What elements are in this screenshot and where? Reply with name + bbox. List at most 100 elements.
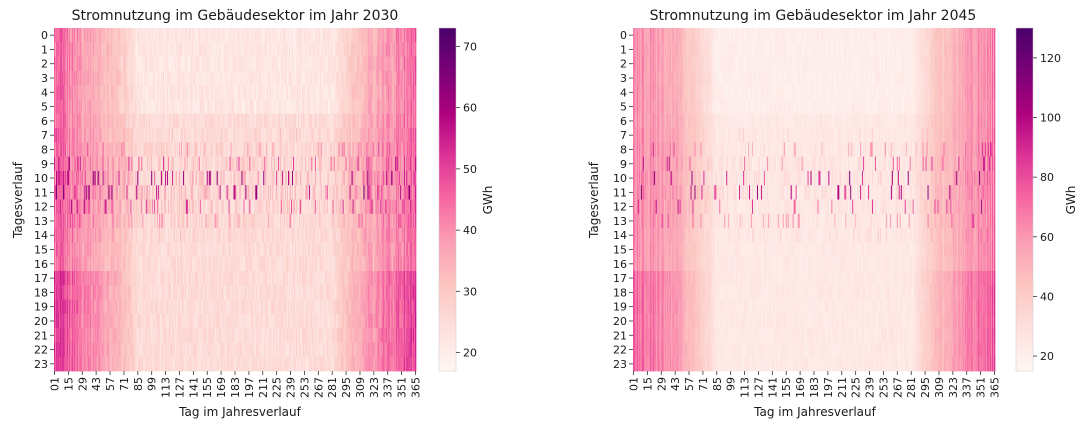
heatmap-cell <box>84 285 87 300</box>
heatmap-cell <box>111 156 113 172</box>
heatmap-cell <box>122 70 124 86</box>
heatmap-cell <box>148 113 150 129</box>
heatmap-cell <box>107 270 109 286</box>
heatmap-cell <box>76 142 79 157</box>
heatmap-cell <box>59 99 62 115</box>
heatmap-cell <box>55 356 58 372</box>
heatmap-cell <box>144 28 146 43</box>
heatmap-cell <box>135 156 137 172</box>
heatmap-cell <box>75 199 78 215</box>
heatmap-cell <box>116 299 118 315</box>
heatmap-cell <box>130 99 132 115</box>
heatmap-cell <box>56 199 59 215</box>
heatmap-cell <box>129 256 131 272</box>
heatmap-cell <box>128 28 130 43</box>
heatmap-cell <box>127 185 129 200</box>
heatmap-cell <box>131 328 133 343</box>
heatmap-cell <box>138 285 140 300</box>
heatmap-cell <box>67 285 70 300</box>
heatmap-cell <box>79 70 82 86</box>
heatmap-cell <box>134 270 136 286</box>
heatmap-cell <box>106 299 108 315</box>
heatmap-cell <box>135 213 137 229</box>
heatmap-cell <box>101 228 103 243</box>
heatmap-cell <box>71 42 74 57</box>
heatmap-cell <box>75 85 78 100</box>
heatmap-cell <box>58 342 61 358</box>
heatmap-cell <box>107 256 109 272</box>
heatmap-cell <box>81 99 84 115</box>
heatmap-cell <box>77 256 80 272</box>
heatmap-cell <box>99 199 101 215</box>
heatmap-cell <box>109 142 111 157</box>
heatmap-cell <box>106 199 108 215</box>
heatmap-cell <box>94 328 96 343</box>
heatmap-cell <box>111 28 113 43</box>
heatmap-cell <box>105 228 107 243</box>
heatmap-cell <box>120 99 122 115</box>
heatmap-cell <box>65 299 68 315</box>
heatmap-cell <box>77 56 80 72</box>
heatmap-cell <box>143 285 145 300</box>
heatmap-cell <box>104 170 106 186</box>
heatmap-cell <box>131 42 133 57</box>
heatmap-cell <box>130 256 132 272</box>
heatmap-cell <box>104 128 106 143</box>
heatmap-cell <box>102 313 104 329</box>
heatmap-cell <box>131 142 133 157</box>
heatmap-cell <box>78 113 81 129</box>
heatmap-cell <box>99 328 101 343</box>
heatmap-cell <box>124 199 126 215</box>
heatmap-cell <box>104 185 106 200</box>
heatmap-cell <box>101 128 103 143</box>
heatmap-cell <box>55 228 58 243</box>
heatmap-cell <box>125 185 127 200</box>
heatmap-cell <box>144 228 146 243</box>
heatmap-cell <box>132 213 134 229</box>
heatmap-cell <box>113 28 115 43</box>
heatmap-cell <box>82 213 85 229</box>
heatmap-cell <box>54 199 56 215</box>
heatmap-cell <box>93 85 96 100</box>
heatmap-cell <box>143 213 145 229</box>
heatmap-cell <box>145 328 147 343</box>
heatmap-cell <box>61 185 64 200</box>
heatmap-cell <box>103 28 105 43</box>
heatmap-cell <box>82 328 85 343</box>
heatmap-cell <box>89 356 92 372</box>
heatmap-cell <box>83 199 86 215</box>
heatmap-cell <box>119 199 121 215</box>
heatmap-cell <box>90 242 93 258</box>
heatmap-cell <box>55 85 58 100</box>
heatmap-cell <box>79 213 82 229</box>
heatmap-cell <box>84 185 87 200</box>
heatmap-cell <box>86 213 89 229</box>
heatmap-cell <box>148 170 150 186</box>
heatmap-cell <box>140 185 142 200</box>
heatmap-cell <box>137 356 139 372</box>
heatmap-cell <box>62 213 65 229</box>
heatmap-cell <box>106 342 108 358</box>
heatmap-cell <box>132 70 134 86</box>
heatmap-cell <box>129 85 131 100</box>
heatmap-cell <box>94 270 96 286</box>
heatmap-cell <box>138 113 140 129</box>
heatmap-cell <box>126 56 128 72</box>
heatmap-cell <box>90 285 93 300</box>
heatmap-cell <box>72 28 75 43</box>
heatmap-cell <box>111 199 113 215</box>
heatmap-cell <box>135 28 137 43</box>
heatmap-cell <box>145 213 147 229</box>
heatmap-cell <box>72 42 75 57</box>
heatmap-cell <box>87 313 90 329</box>
heatmap-cell <box>123 199 125 215</box>
heatmap-cell <box>107 299 109 315</box>
heatmap-cell <box>146 70 148 86</box>
heatmap-cell <box>87 99 90 115</box>
heatmap-cell <box>123 99 125 115</box>
heatmap-cell <box>70 156 73 172</box>
heatmap-cell <box>114 142 116 157</box>
heatmap-cell <box>85 342 88 358</box>
heatmap-cell <box>108 85 110 100</box>
heatmap-cell <box>140 70 142 86</box>
